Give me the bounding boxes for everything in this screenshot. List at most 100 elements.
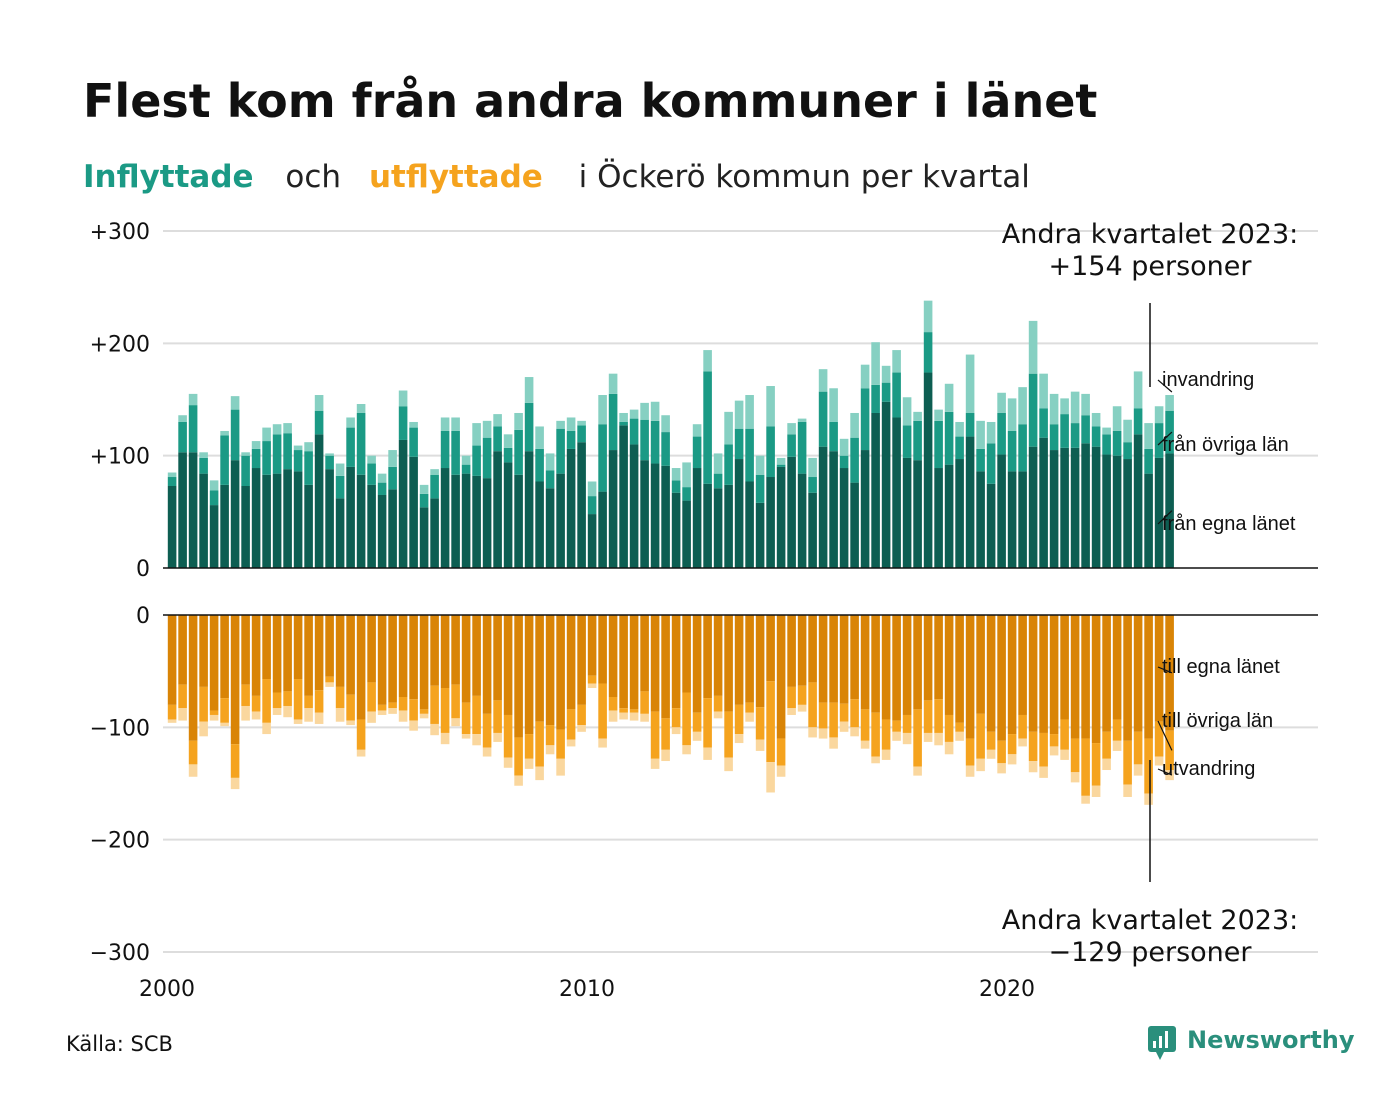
bar-out-other	[818, 702, 828, 729]
bar-out-other	[608, 697, 618, 711]
bar-out-abroad	[1039, 766, 1048, 778]
bar-out-own	[650, 615, 660, 712]
bar-out-abroad	[346, 720, 355, 726]
bar-in-other	[955, 436, 964, 460]
bar-out-other	[493, 700, 502, 733]
bar-in-abroad	[808, 457, 817, 478]
bar-in-own	[860, 450, 870, 568]
bar-in-abroad	[766, 386, 775, 427]
bar-in-other	[871, 384, 880, 413]
bar-in-own	[472, 475, 481, 568]
bar-in-abroad	[619, 412, 628, 422]
bar-out-other	[755, 707, 765, 740]
bar-in-other	[881, 382, 891, 402]
bar-in-other	[1165, 410, 1174, 454]
bar-in-other	[356, 412, 366, 475]
bar-in-own	[398, 439, 408, 568]
bar-out-own	[755, 615, 765, 708]
bar-out-abroad	[976, 758, 985, 772]
bar-out-abroad	[419, 713, 429, 719]
bar-in-other	[272, 434, 282, 474]
bar-out-abroad	[514, 775, 523, 786]
bars-upper	[163, 300, 1318, 569]
bar-out-own	[745, 615, 754, 703]
bar-in-other	[1144, 448, 1153, 474]
bar-out-own	[1133, 615, 1143, 732]
bar-in-own	[629, 444, 639, 568]
bar-in-own	[577, 442, 586, 568]
bar-out-own	[1028, 615, 1038, 732]
bar-out-abroad	[577, 725, 586, 732]
bar-out-own	[388, 615, 397, 703]
bar-in-abroad	[283, 423, 292, 434]
bar-out-abroad	[650, 758, 660, 769]
bar-in-own	[346, 466, 355, 568]
bar-out-other	[388, 702, 397, 709]
bar-out-other	[892, 720, 901, 732]
y-tick-label-upper: +200	[90, 332, 150, 357]
bar-in-abroad	[577, 420, 586, 426]
bar-out-other	[325, 676, 334, 683]
bar-in-other	[430, 474, 439, 499]
bar-out-own	[881, 615, 891, 720]
bar-in-other	[461, 464, 471, 474]
bar-out-other	[461, 702, 471, 735]
bar-in-abroad	[209, 480, 219, 491]
bar-out-other	[986, 731, 996, 750]
bar-in-other	[818, 391, 828, 447]
bar-in-abroad	[524, 377, 534, 403]
bar-out-other	[1091, 743, 1101, 786]
y-tick-label-lower: −200	[90, 829, 150, 854]
bar-in-own	[766, 477, 775, 568]
bar-out-other	[566, 709, 576, 740]
bar-in-abroad	[965, 354, 975, 413]
bar-out-own	[1007, 615, 1017, 735]
bar-in-other	[797, 421, 807, 474]
bar-in-abroad	[220, 430, 229, 436]
bar-in-abroad	[272, 424, 282, 435]
bar-in-own	[535, 481, 544, 568]
bar-out-abroad	[776, 765, 786, 777]
bar-out-own	[902, 615, 912, 715]
bar-out-abroad	[1028, 761, 1038, 773]
bar-in-other	[367, 463, 376, 485]
bar-in-other	[325, 455, 334, 470]
bar-out-abroad	[902, 732, 912, 745]
y-ticks-lower: 0 −100 −200 −300	[90, 604, 150, 966]
bar-in-own	[188, 452, 198, 568]
bar-out-own	[640, 615, 649, 692]
bar-in-other	[482, 437, 492, 479]
bar-out-other	[188, 740, 198, 765]
bar-in-other	[241, 455, 250, 486]
bar-in-own	[1060, 447, 1069, 568]
subtitle-och: och	[285, 159, 341, 195]
bar-out-own	[976, 615, 985, 714]
bar-out-abroad	[461, 734, 471, 739]
bar-out-other	[398, 697, 408, 711]
bar-in-other	[262, 441, 271, 475]
bar-out-abroad	[209, 714, 219, 721]
x-tick-label: 2020	[979, 977, 1035, 1002]
bar-out-own	[451, 615, 460, 685]
bar-out-abroad	[913, 766, 922, 776]
bar-in-abroad	[1018, 387, 1027, 425]
bar-in-own	[755, 502, 765, 568]
bar-out-own	[892, 615, 901, 721]
bar-out-own	[325, 615, 334, 677]
bar-out-abroad	[472, 734, 481, 746]
bar-in-other	[1007, 430, 1017, 472]
bar-out-own	[1154, 615, 1164, 722]
bar-out-other	[934, 699, 943, 733]
bar-out-other	[808, 682, 817, 728]
bar-out-abroad	[1070, 772, 1080, 783]
bar-out-other	[356, 719, 366, 750]
bar-in-abroad	[776, 457, 786, 465]
bar-in-other	[934, 420, 943, 469]
bar-in-other	[1018, 424, 1027, 472]
bar-in-abroad	[1154, 406, 1164, 424]
bar-out-other	[650, 711, 660, 759]
bar-out-other	[797, 685, 807, 705]
bar-out-other	[850, 699, 859, 728]
bar-in-other	[850, 437, 859, 483]
bar-in-own	[902, 457, 912, 568]
